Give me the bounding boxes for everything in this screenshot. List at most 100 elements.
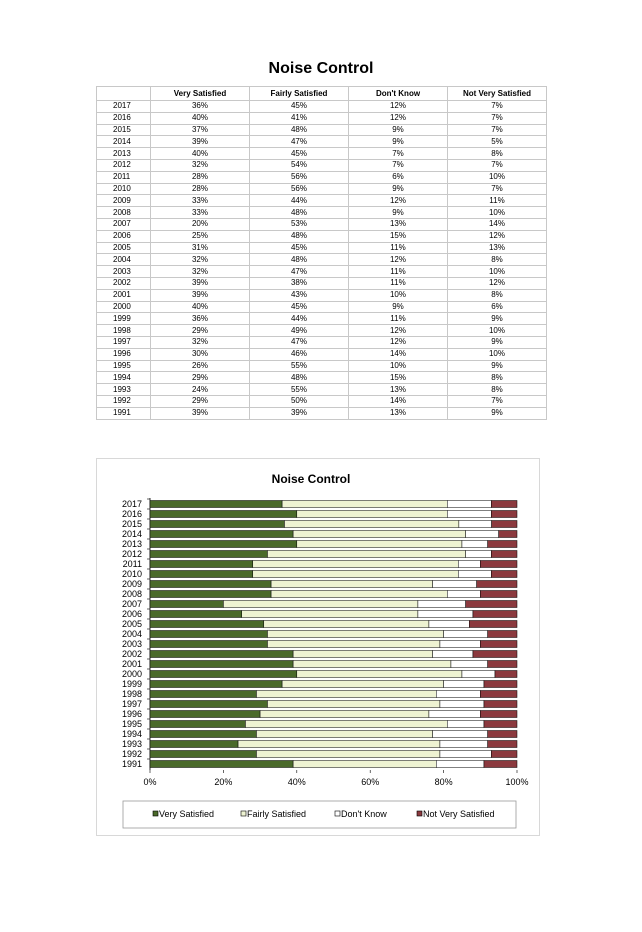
table-row: 2010 28% 56% 9% 7% — [96, 182, 547, 196]
table-value-cell: 48% — [249, 206, 349, 219]
bar-segment — [149, 670, 298, 678]
bar-segment — [491, 570, 518, 578]
table-header-cell: Not Very Satisfied — [447, 86, 547, 101]
table-value-cell: 31% — [150, 241, 250, 255]
bar-segment — [149, 760, 294, 768]
bar-segment — [443, 630, 488, 638]
table-value-cell: 6% — [348, 170, 448, 184]
bar-segment — [149, 500, 283, 508]
x-tick-label: 80% — [435, 777, 453, 787]
table-value-cell: 10% — [447, 170, 547, 184]
table-value-cell: 8% — [447, 383, 547, 396]
table-year-cell: 2014 — [96, 135, 151, 149]
table-row: 1991 39% 39% 13% 9% — [96, 406, 547, 420]
bar-segment — [450, 660, 488, 668]
table-value-cell: 45% — [249, 100, 349, 113]
bar-segment — [483, 700, 518, 708]
table-value-cell: 37% — [150, 123, 250, 137]
bar-segment — [292, 760, 437, 768]
table-value-cell: 8% — [447, 253, 547, 267]
bar-segment — [259, 710, 430, 718]
table-value-cell: 9% — [447, 406, 547, 420]
table-value-cell: 12% — [348, 253, 448, 267]
bar-segment — [149, 550, 268, 558]
table-value-cell: 9% — [447, 312, 547, 326]
y-tick-label: 2000 — [122, 669, 142, 679]
bar-segment — [480, 590, 518, 598]
table-value-cell: 44% — [249, 312, 349, 326]
table-year-cell: 2001 — [96, 288, 151, 302]
table-row: 1994 29% 48% 15% 8% — [96, 371, 547, 385]
table-value-cell: 47% — [249, 135, 349, 149]
y-tick-label: 1994 — [122, 729, 142, 739]
chart-frame: Noise Control 2017 2016 2015 2014 2013 2012 201… — [96, 458, 540, 836]
table-row: 2000 40% 45% 9% 6% — [96, 300, 547, 314]
table-value-cell: 7% — [447, 182, 547, 196]
table-year-cell: 2012 — [96, 158, 151, 172]
table-row: 2008 33% 48% 9% 10% — [96, 206, 547, 219]
x-tick-label: 40% — [288, 777, 306, 787]
bar-segment — [439, 640, 481, 648]
table-value-cell: 48% — [249, 229, 349, 243]
y-tick-label: 1998 — [122, 689, 142, 699]
table-value-cell: 39% — [150, 288, 250, 302]
y-tick-label: 1997 — [122, 699, 142, 709]
table-value-cell: 10% — [447, 265, 547, 278]
bar-segment — [149, 600, 224, 608]
table-value-cell: 14% — [348, 394, 448, 408]
table-value-cell: 49% — [249, 324, 349, 337]
table-value-cell: 48% — [249, 371, 349, 385]
chart-svg: Noise Control201720162015201420132012201… — [122, 472, 529, 829]
bar-segment — [270, 590, 448, 598]
bar-segment — [149, 590, 272, 598]
table-value-cell: 12% — [348, 100, 448, 113]
y-tick-label: 1992 — [122, 749, 142, 759]
y-tick-label: 2003 — [122, 639, 142, 649]
table-year-cell: 2006 — [96, 229, 151, 243]
bar-segment — [149, 540, 298, 548]
table-year-cell: 2008 — [96, 206, 151, 219]
bar-segment — [149, 730, 257, 738]
table-value-cell: 11% — [348, 265, 448, 278]
bar-segment — [439, 700, 485, 708]
table-year-cell: 1991 — [96, 406, 151, 420]
bar-segment — [472, 650, 518, 658]
table-body: 2017 36% 45% 12% 7% 2016 40% 41% 12% 7% 2015 37% 48%… — [96, 100, 547, 420]
table-value-cell: 45% — [249, 147, 349, 160]
bar-segment — [498, 530, 518, 538]
table-value-cell: 7% — [348, 147, 448, 160]
bar-segment — [483, 760, 518, 768]
table-value-cell: 46% — [249, 347, 349, 361]
legend-label: Not Very Satisfied — [423, 809, 495, 819]
table-value-cell: 29% — [150, 324, 250, 337]
bar-segment — [469, 620, 518, 628]
y-tick-label: 1996 — [122, 709, 142, 719]
table-value-cell: 5% — [447, 135, 547, 149]
table-value-cell: 28% — [150, 170, 250, 184]
table-value-cell: 13% — [348, 406, 448, 420]
y-tick-label: 2014 — [122, 529, 142, 539]
table-value-cell: 32% — [150, 158, 250, 172]
y-tick-label: 2004 — [122, 629, 142, 639]
bar-segment — [436, 690, 481, 698]
table-value-cell: 14% — [447, 217, 547, 231]
bar-segment — [149, 660, 294, 668]
bar-segment — [149, 740, 239, 748]
y-tick-label: 2008 — [122, 589, 142, 599]
table-value-cell: 9% — [348, 123, 448, 137]
bar-segment — [149, 700, 268, 708]
table-value-cell: 9% — [348, 206, 448, 219]
table-row: 2013 40% 45% 7% 8% — [96, 147, 547, 160]
table-value-cell: 9% — [447, 335, 547, 349]
table-row: 2014 39% 47% 9% 5% — [96, 135, 547, 149]
table-row: 1998 29% 49% 12% 10% — [96, 324, 547, 337]
bar-segment — [252, 570, 459, 578]
table-year-cell: 2000 — [96, 300, 151, 314]
bar-segment — [267, 700, 441, 708]
bar-segment — [417, 610, 474, 618]
table-value-cell: 28% — [150, 182, 250, 196]
table-year-cell: 2011 — [96, 170, 151, 184]
bar-segment — [491, 510, 518, 518]
table-row: 2002 39% 38% 11% 12% — [96, 276, 547, 290]
bar-segment — [487, 630, 518, 638]
